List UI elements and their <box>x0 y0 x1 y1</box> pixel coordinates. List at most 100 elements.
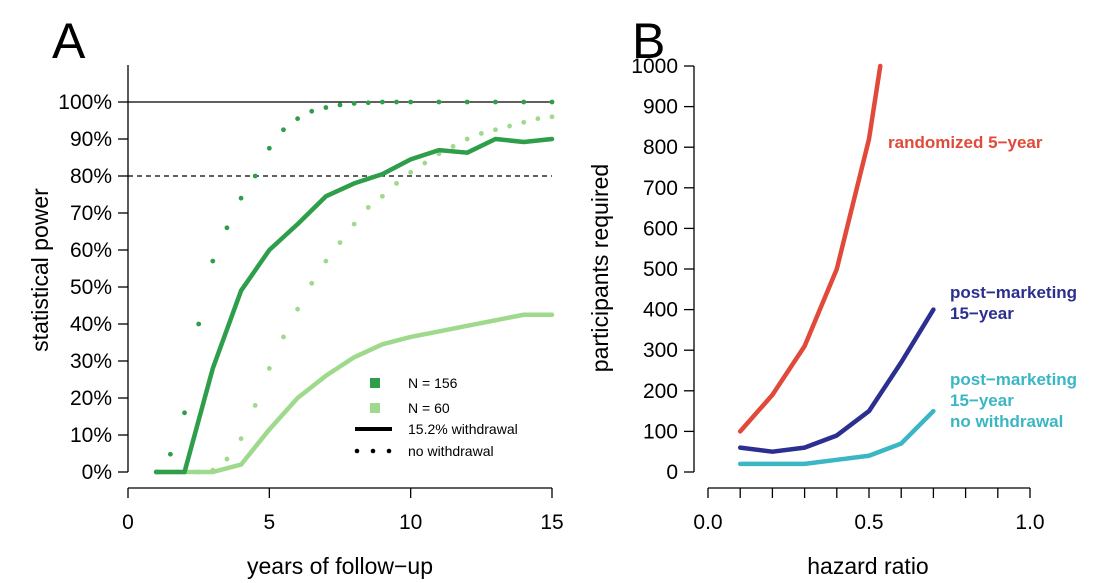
panel-a-label: A <box>52 13 86 69</box>
y-tick-label: 10% <box>70 424 112 447</box>
series-point <box>408 99 414 105</box>
panel-a-ref-lines <box>128 101 552 177</box>
panel-b: B 0.0 0.5 1.0 0 100 200 300 400 500 600 700 800 900… <box>587 13 1077 579</box>
y-tick-label: 500 <box>643 258 678 281</box>
series-label: post−marketing <box>950 283 1077 302</box>
y-tick-label: 90% <box>70 128 112 151</box>
series-point <box>380 99 385 105</box>
series-point <box>238 436 244 442</box>
series-point <box>351 101 357 106</box>
series-point <box>210 467 216 473</box>
series-point <box>521 99 527 105</box>
legend-dot-2 <box>370 448 376 454</box>
series-label: post−marketing <box>950 370 1077 389</box>
panel-b-y-axis: 0 100 200 300 400 500 600 700 800 900 1000 <box>631 55 695 484</box>
series-label: 15−year <box>950 304 1014 323</box>
series-point <box>266 366 272 371</box>
series-point <box>365 205 371 210</box>
x-tick-label: 5 <box>263 511 275 534</box>
legend-label-n60: N = 60 <box>408 400 450 416</box>
series-point <box>182 410 187 416</box>
series-point <box>365 100 371 106</box>
series-point <box>323 258 329 264</box>
series-point <box>394 181 399 186</box>
x-tick-label: 0.5 <box>854 511 883 534</box>
x-tick-label: 1.0 <box>1015 511 1044 534</box>
series-point <box>337 240 343 246</box>
y-tick-label: 400 <box>643 299 678 322</box>
y-tick-label: 20% <box>70 387 112 410</box>
y-tick-label: 100 <box>643 420 678 443</box>
y-tick-label: 0 <box>666 461 678 484</box>
y-tick-label: 100% <box>58 91 112 114</box>
series-line <box>737 408 936 467</box>
panel-b-series <box>737 63 936 467</box>
series-point <box>281 127 286 133</box>
series-line <box>737 307 936 454</box>
panel-b-y-axis-title: participants required <box>587 164 613 372</box>
series-line <box>154 312 555 475</box>
series-label: randomized 5−year <box>888 133 1043 152</box>
legend-swatch-n156 <box>370 378 380 388</box>
panel-a-series <box>153 99 555 475</box>
series-point <box>464 99 470 105</box>
series-point <box>224 456 230 462</box>
panel-a-x-axis: 0 5 10 15 <box>122 487 564 534</box>
panel-b-series-labels: randomized 5−year post−marketing 15−year po… <box>888 133 1077 431</box>
series-point <box>295 306 300 312</box>
series-point <box>295 116 300 122</box>
series-point <box>535 116 541 122</box>
series-point <box>464 136 470 142</box>
y-tick-label: 300 <box>643 339 678 362</box>
panel-a-legend: N = 156 N = 60 15.2% withdrawal no withd… <box>354 375 518 459</box>
x-tick-label: 15 <box>540 511 563 534</box>
legend-dot-1 <box>354 448 360 454</box>
series-point <box>281 334 286 340</box>
series-point <box>196 321 202 327</box>
series-point <box>196 469 202 475</box>
legend-label-n156: N = 156 <box>408 375 458 391</box>
panel-b-x-axis: 0.0 0.5 1.0 <box>693 487 1045 534</box>
series-point <box>351 221 357 227</box>
y-tick-label: 50% <box>70 276 112 299</box>
series-point <box>266 145 272 151</box>
legend-swatch-n60 <box>370 403 380 413</box>
series-point <box>252 173 258 179</box>
y-tick-label: 700 <box>643 177 678 200</box>
series-point <box>408 169 414 175</box>
series-point <box>478 131 484 136</box>
series-point <box>521 119 527 125</box>
panel-b-x-axis-title: hazard ratio <box>807 553 928 579</box>
series-point <box>394 99 399 105</box>
y-tick-label: 800 <box>643 136 678 159</box>
y-tick-label: 200 <box>643 380 678 403</box>
series-label: no withdrawal <box>950 412 1063 431</box>
x-tick-label: 0 <box>122 511 134 534</box>
series-point <box>493 127 498 133</box>
series-point <box>168 451 173 457</box>
legend-label-withdrawal: 15.2% withdrawal <box>408 421 518 437</box>
series-label: 15−year <box>950 391 1014 410</box>
panel-a-y-axis: 0% 10% 20% 30% 40% 50% 60% 70% 80% 90% 100% <box>58 65 129 484</box>
y-tick-label: 40% <box>70 313 112 336</box>
y-tick-label: 1000 <box>631 55 678 78</box>
series-point <box>309 108 315 114</box>
y-tick-label: 600 <box>643 217 678 240</box>
y-tick-label: 80% <box>70 165 112 188</box>
legend-dot-3 <box>386 448 392 454</box>
series-point <box>210 258 216 264</box>
series-line <box>737 63 883 434</box>
series-point <box>323 105 329 110</box>
series-point <box>422 160 428 166</box>
series-point <box>436 99 442 105</box>
series-point <box>224 225 230 231</box>
y-tick-label: 0% <box>82 461 112 484</box>
panel-a-x-axis-title: years of follow−up <box>247 553 433 579</box>
legend-label-no-withdrawal: no withdrawal <box>408 443 494 459</box>
series-point <box>337 102 343 108</box>
panel-a: A 0 5 10 15 0% 10% 20% 30% 40% 50% 60% 70% 80% 90% 10… <box>27 13 564 579</box>
panel-a-y-axis-title: statistical power <box>27 188 53 352</box>
series-point <box>507 123 512 129</box>
series-point <box>309 280 315 286</box>
